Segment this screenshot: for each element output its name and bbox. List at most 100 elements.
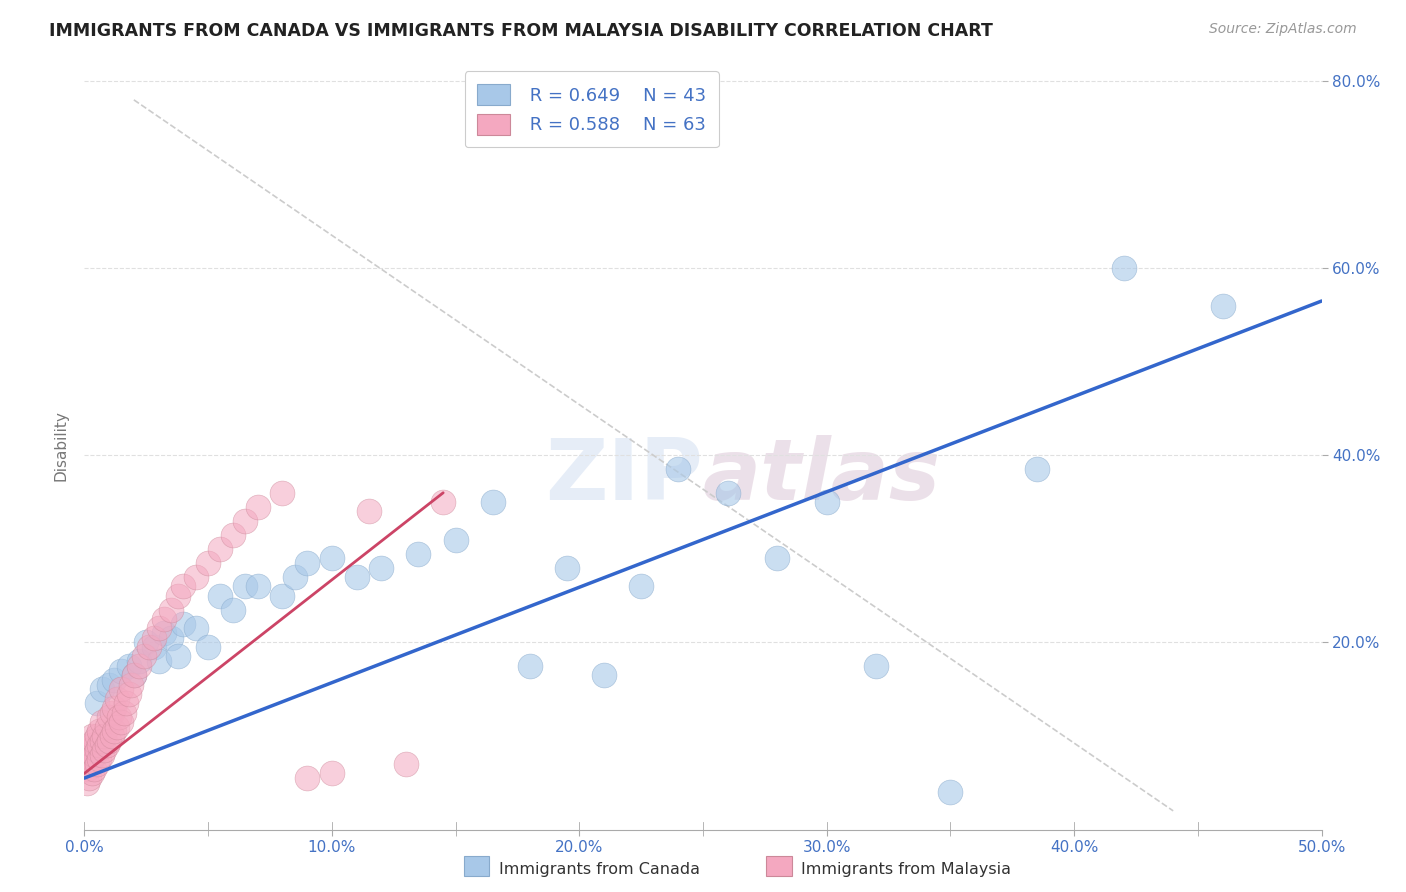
Point	[209, 589, 232, 603]
Legend:  R = 0.649    N = 43,  R = 0.588    N = 63: R = 0.649 N = 43, R = 0.588 N = 63	[464, 71, 718, 147]
Point	[184, 622, 207, 636]
Point	[118, 658, 141, 673]
Point	[346, 570, 368, 584]
Point	[96, 720, 118, 734]
Point	[90, 733, 112, 747]
Point	[76, 762, 98, 776]
Point	[83, 747, 105, 762]
Point	[222, 603, 245, 617]
Point	[83, 733, 105, 747]
Point	[142, 631, 165, 645]
Point	[197, 556, 219, 570]
Point	[89, 724, 111, 739]
Point	[295, 771, 318, 785]
Text: IMMIGRANTS FROM CANADA VS IMMIGRANTS FROM MALAYSIA DISABILITY CORRELATION CHART: IMMIGRANTS FROM CANADA VS IMMIGRANTS FRO…	[49, 22, 993, 40]
Point	[118, 687, 141, 701]
Point	[172, 616, 194, 631]
Point	[152, 612, 174, 626]
Point	[103, 673, 125, 687]
Point	[284, 570, 307, 584]
Point	[79, 771, 101, 785]
Point	[110, 664, 132, 678]
Point	[222, 528, 245, 542]
Point	[357, 504, 380, 518]
Point	[89, 752, 111, 766]
Point	[138, 640, 160, 654]
Point	[120, 677, 142, 691]
Point	[128, 654, 150, 668]
Point	[167, 589, 190, 603]
Point	[209, 541, 232, 556]
Point	[865, 658, 887, 673]
Point	[100, 729, 122, 743]
Point	[1112, 261, 1135, 276]
Point	[519, 658, 541, 673]
Text: Immigrants from Canada: Immigrants from Canada	[499, 863, 700, 877]
Text: Source: ZipAtlas.com: Source: ZipAtlas.com	[1209, 22, 1357, 37]
Point	[555, 560, 578, 574]
Point	[80, 739, 103, 753]
Point	[395, 757, 418, 772]
Point	[108, 710, 131, 724]
Point	[103, 701, 125, 715]
Point	[321, 551, 343, 566]
Point	[105, 720, 128, 734]
Point	[148, 622, 170, 636]
Point	[100, 706, 122, 720]
Point	[246, 579, 269, 593]
Point	[110, 714, 132, 729]
Point	[815, 495, 838, 509]
Point	[148, 654, 170, 668]
Point	[132, 649, 155, 664]
Point	[96, 739, 118, 753]
Point	[122, 668, 145, 682]
Point	[105, 691, 128, 706]
Point	[86, 696, 108, 710]
Point	[80, 729, 103, 743]
Point	[142, 640, 165, 654]
Point	[115, 696, 138, 710]
Point	[79, 743, 101, 757]
Point	[271, 589, 294, 603]
Point	[197, 640, 219, 654]
Point	[103, 724, 125, 739]
Point	[167, 649, 190, 664]
Point	[80, 752, 103, 766]
Point	[98, 677, 121, 691]
Point	[86, 743, 108, 757]
Point	[83, 762, 105, 776]
Point	[271, 485, 294, 500]
Point	[444, 533, 467, 547]
Point	[122, 668, 145, 682]
Point	[481, 495, 503, 509]
Point	[98, 710, 121, 724]
Point	[593, 668, 616, 682]
Point	[1212, 299, 1234, 313]
Point	[90, 682, 112, 697]
Point	[370, 560, 392, 574]
Point	[666, 462, 689, 476]
Point	[86, 729, 108, 743]
Point	[152, 626, 174, 640]
Point	[321, 766, 343, 780]
Point	[1026, 462, 1049, 476]
Text: ZIP: ZIP	[546, 435, 703, 518]
Point	[79, 757, 101, 772]
Point	[93, 743, 115, 757]
Point	[246, 500, 269, 514]
Point	[112, 706, 135, 720]
Point	[98, 733, 121, 747]
Point	[76, 747, 98, 762]
Text: atlas: atlas	[703, 435, 941, 518]
Point	[135, 635, 157, 649]
Point	[233, 514, 256, 528]
Point	[89, 739, 111, 753]
Point	[233, 579, 256, 593]
Point	[76, 776, 98, 790]
Point	[93, 729, 115, 743]
Point	[128, 658, 150, 673]
Point	[184, 570, 207, 584]
Point	[295, 556, 318, 570]
Point	[172, 579, 194, 593]
Point	[939, 785, 962, 799]
